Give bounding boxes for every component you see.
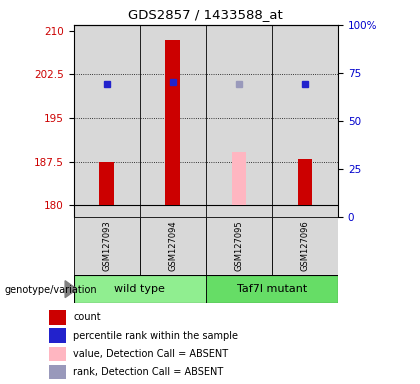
Bar — [272, 25, 338, 217]
Bar — [165, 40, 180, 205]
Bar — [50, 347, 66, 361]
Text: rank, Detection Call = ABSENT: rank, Detection Call = ABSENT — [74, 367, 224, 377]
Text: genotype/variation: genotype/variation — [4, 285, 97, 295]
Bar — [206, 275, 338, 303]
Bar — [99, 162, 114, 205]
Text: GSM127094: GSM127094 — [168, 220, 177, 271]
Bar — [50, 310, 66, 325]
Text: Taf7l mutant: Taf7l mutant — [237, 284, 307, 294]
Text: GSM127093: GSM127093 — [102, 220, 111, 271]
Bar — [272, 217, 338, 275]
Bar — [74, 275, 206, 303]
Text: GSM127096: GSM127096 — [301, 220, 310, 271]
Text: wild type: wild type — [114, 284, 165, 294]
Bar — [139, 217, 206, 275]
Bar — [231, 152, 246, 205]
Polygon shape — [65, 281, 77, 298]
Bar — [50, 365, 66, 379]
Bar — [50, 328, 66, 343]
Bar — [139, 25, 206, 217]
Bar — [206, 217, 272, 275]
Text: value, Detection Call = ABSENT: value, Detection Call = ABSENT — [74, 349, 228, 359]
Bar — [298, 159, 312, 205]
Bar — [74, 217, 139, 275]
Bar — [74, 25, 139, 217]
Text: count: count — [74, 313, 101, 323]
Text: percentile rank within the sample: percentile rank within the sample — [74, 331, 239, 341]
Bar — [206, 25, 272, 217]
Text: GSM127095: GSM127095 — [234, 220, 243, 271]
Title: GDS2857 / 1433588_at: GDS2857 / 1433588_at — [129, 8, 283, 21]
